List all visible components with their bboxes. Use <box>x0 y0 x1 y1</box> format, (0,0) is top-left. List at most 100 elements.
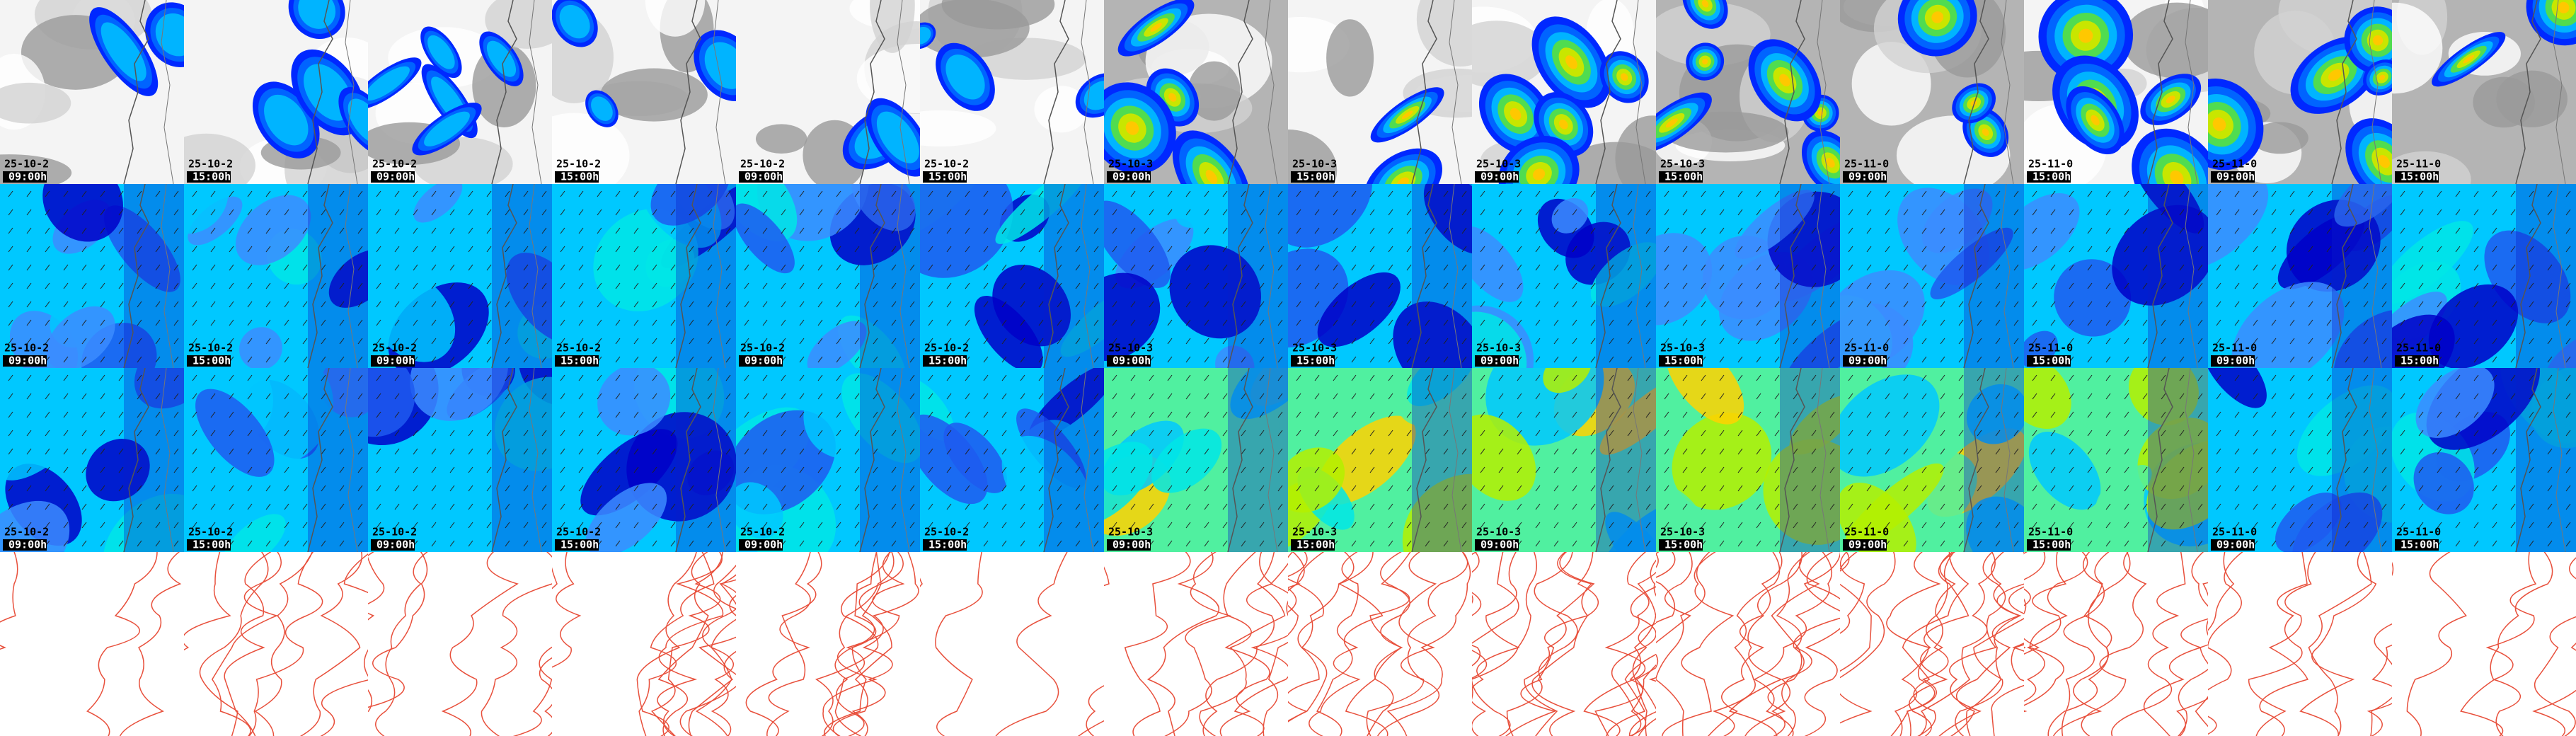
coastline <box>1043 184 1069 368</box>
wind-arrow <box>1369 319 1375 326</box>
precip-area <box>1168 93 1177 102</box>
wind-arrow <box>2087 430 2093 437</box>
wind-arrow <box>1829 356 1835 363</box>
wind-arrow <box>45 430 50 437</box>
wind-arrow <box>523 190 529 197</box>
wind-arrow <box>486 503 492 510</box>
wind-arrow <box>2565 264 2571 271</box>
wind-area <box>841 373 920 464</box>
wind-area <box>2146 440 2208 530</box>
tile-content <box>2024 552 2208 736</box>
wind-arrow <box>983 227 989 234</box>
wind-arrow <box>2142 246 2148 253</box>
wind-arrow <box>836 503 841 510</box>
time-label: 09:00h <box>2216 355 2255 367</box>
border <box>161 0 174 184</box>
wind-arrow <box>1774 466 1780 473</box>
wind-arrow <box>2124 503 2129 510</box>
time-label: 09:00h <box>1848 355 1887 367</box>
wind-arrow <box>2216 393 2221 400</box>
wind-arrow <box>2216 264 2221 271</box>
map-tile: 25-10-309:00h <box>1104 184 1288 368</box>
wind-arrow <box>799 356 805 363</box>
wind-arrow <box>8 485 13 492</box>
wind-arrow <box>1185 466 1191 473</box>
wind-arrow <box>321 466 326 473</box>
cloud <box>2496 70 2568 127</box>
wind-arrow <box>2473 319 2479 326</box>
wind-arrow <box>137 319 142 326</box>
wind-arrow <box>265 540 271 547</box>
wind-arrow <box>2363 246 2369 253</box>
wind-arrow <box>1995 301 2001 308</box>
wind-arrow <box>1149 522 1154 529</box>
wind-arrow <box>265 209 271 216</box>
wind-arrow <box>1977 338 1982 345</box>
date-label: 25-10-2 <box>556 526 601 539</box>
wind-area <box>223 514 286 552</box>
wind-arrow <box>2216 430 2221 437</box>
wind-arrow <box>2547 338 2553 345</box>
wind-arrow <box>2142 540 2148 547</box>
wind-arrow <box>357 246 363 253</box>
wind-arrow <box>1443 430 1449 437</box>
wind-arrow <box>2510 411 2516 418</box>
wind-arrow <box>1903 522 1909 529</box>
wind-arrow <box>2510 227 2516 234</box>
wind-arrow <box>817 374 823 381</box>
wind-arrow <box>615 448 621 455</box>
wind-arrow <box>1553 301 1559 308</box>
wind-arrow <box>707 411 713 418</box>
wind-arrow <box>689 338 694 345</box>
wind-area <box>1104 442 1153 527</box>
wind-arrow <box>1940 540 1945 547</box>
wind-arrow <box>578 190 584 197</box>
wind-arrow <box>560 466 565 473</box>
wind-arrow <box>1590 246 1596 253</box>
wind-arrow <box>2492 430 2497 437</box>
wind-arrow <box>946 466 952 473</box>
wind-arrow <box>652 522 657 529</box>
wind-arrow <box>357 338 363 345</box>
wind-arrow <box>1701 209 1706 216</box>
time-label: 15:00h <box>192 171 231 183</box>
wind-arrow <box>1719 209 1725 216</box>
precip-area <box>2328 69 2342 81</box>
wind-arrow <box>2234 264 2240 271</box>
wind-arrow <box>1535 430 1541 437</box>
wind-arrow <box>321 264 326 271</box>
wind-arrow <box>2565 356 2571 363</box>
wind-arrow <box>8 282 13 289</box>
wind-arrow <box>2013 485 2019 492</box>
wind-arrow <box>2400 338 2405 345</box>
wind-arrow <box>45 466 50 473</box>
wind-arrow <box>1535 209 1541 216</box>
wind-arrow <box>2473 374 2479 381</box>
wind-arrow <box>836 190 841 197</box>
time-box <box>187 355 231 367</box>
wind-arrow <box>1590 374 1596 381</box>
wind-arrow <box>1277 282 1283 289</box>
wind-arrow <box>1388 338 1393 345</box>
wind-arrow <box>1149 282 1154 289</box>
wind-arrow <box>836 282 841 289</box>
wind-arrow <box>468 503 473 510</box>
wind-arrow <box>1222 466 1228 473</box>
wind-arrow <box>1075 485 1081 492</box>
wind-arrow <box>2013 356 2019 363</box>
wind-arrow <box>2437 319 2442 326</box>
wind-area <box>1104 272 1161 361</box>
wind-arrow <box>1057 503 1062 510</box>
wind-arrow <box>1149 503 1154 510</box>
wind-area <box>2028 432 2101 510</box>
time-label: 09:00h <box>376 539 415 551</box>
wind-arrow <box>909 190 915 197</box>
wind-arrow <box>1369 209 1375 216</box>
wind-arrow <box>1314 246 1320 253</box>
wind-arrow <box>560 448 565 455</box>
wind-arrow <box>725 301 731 308</box>
wind-arrow <box>1829 301 1835 308</box>
wind-arrow <box>2455 338 2461 345</box>
wind-arrow <box>1848 190 1853 197</box>
wind-arrow <box>2510 522 2516 529</box>
